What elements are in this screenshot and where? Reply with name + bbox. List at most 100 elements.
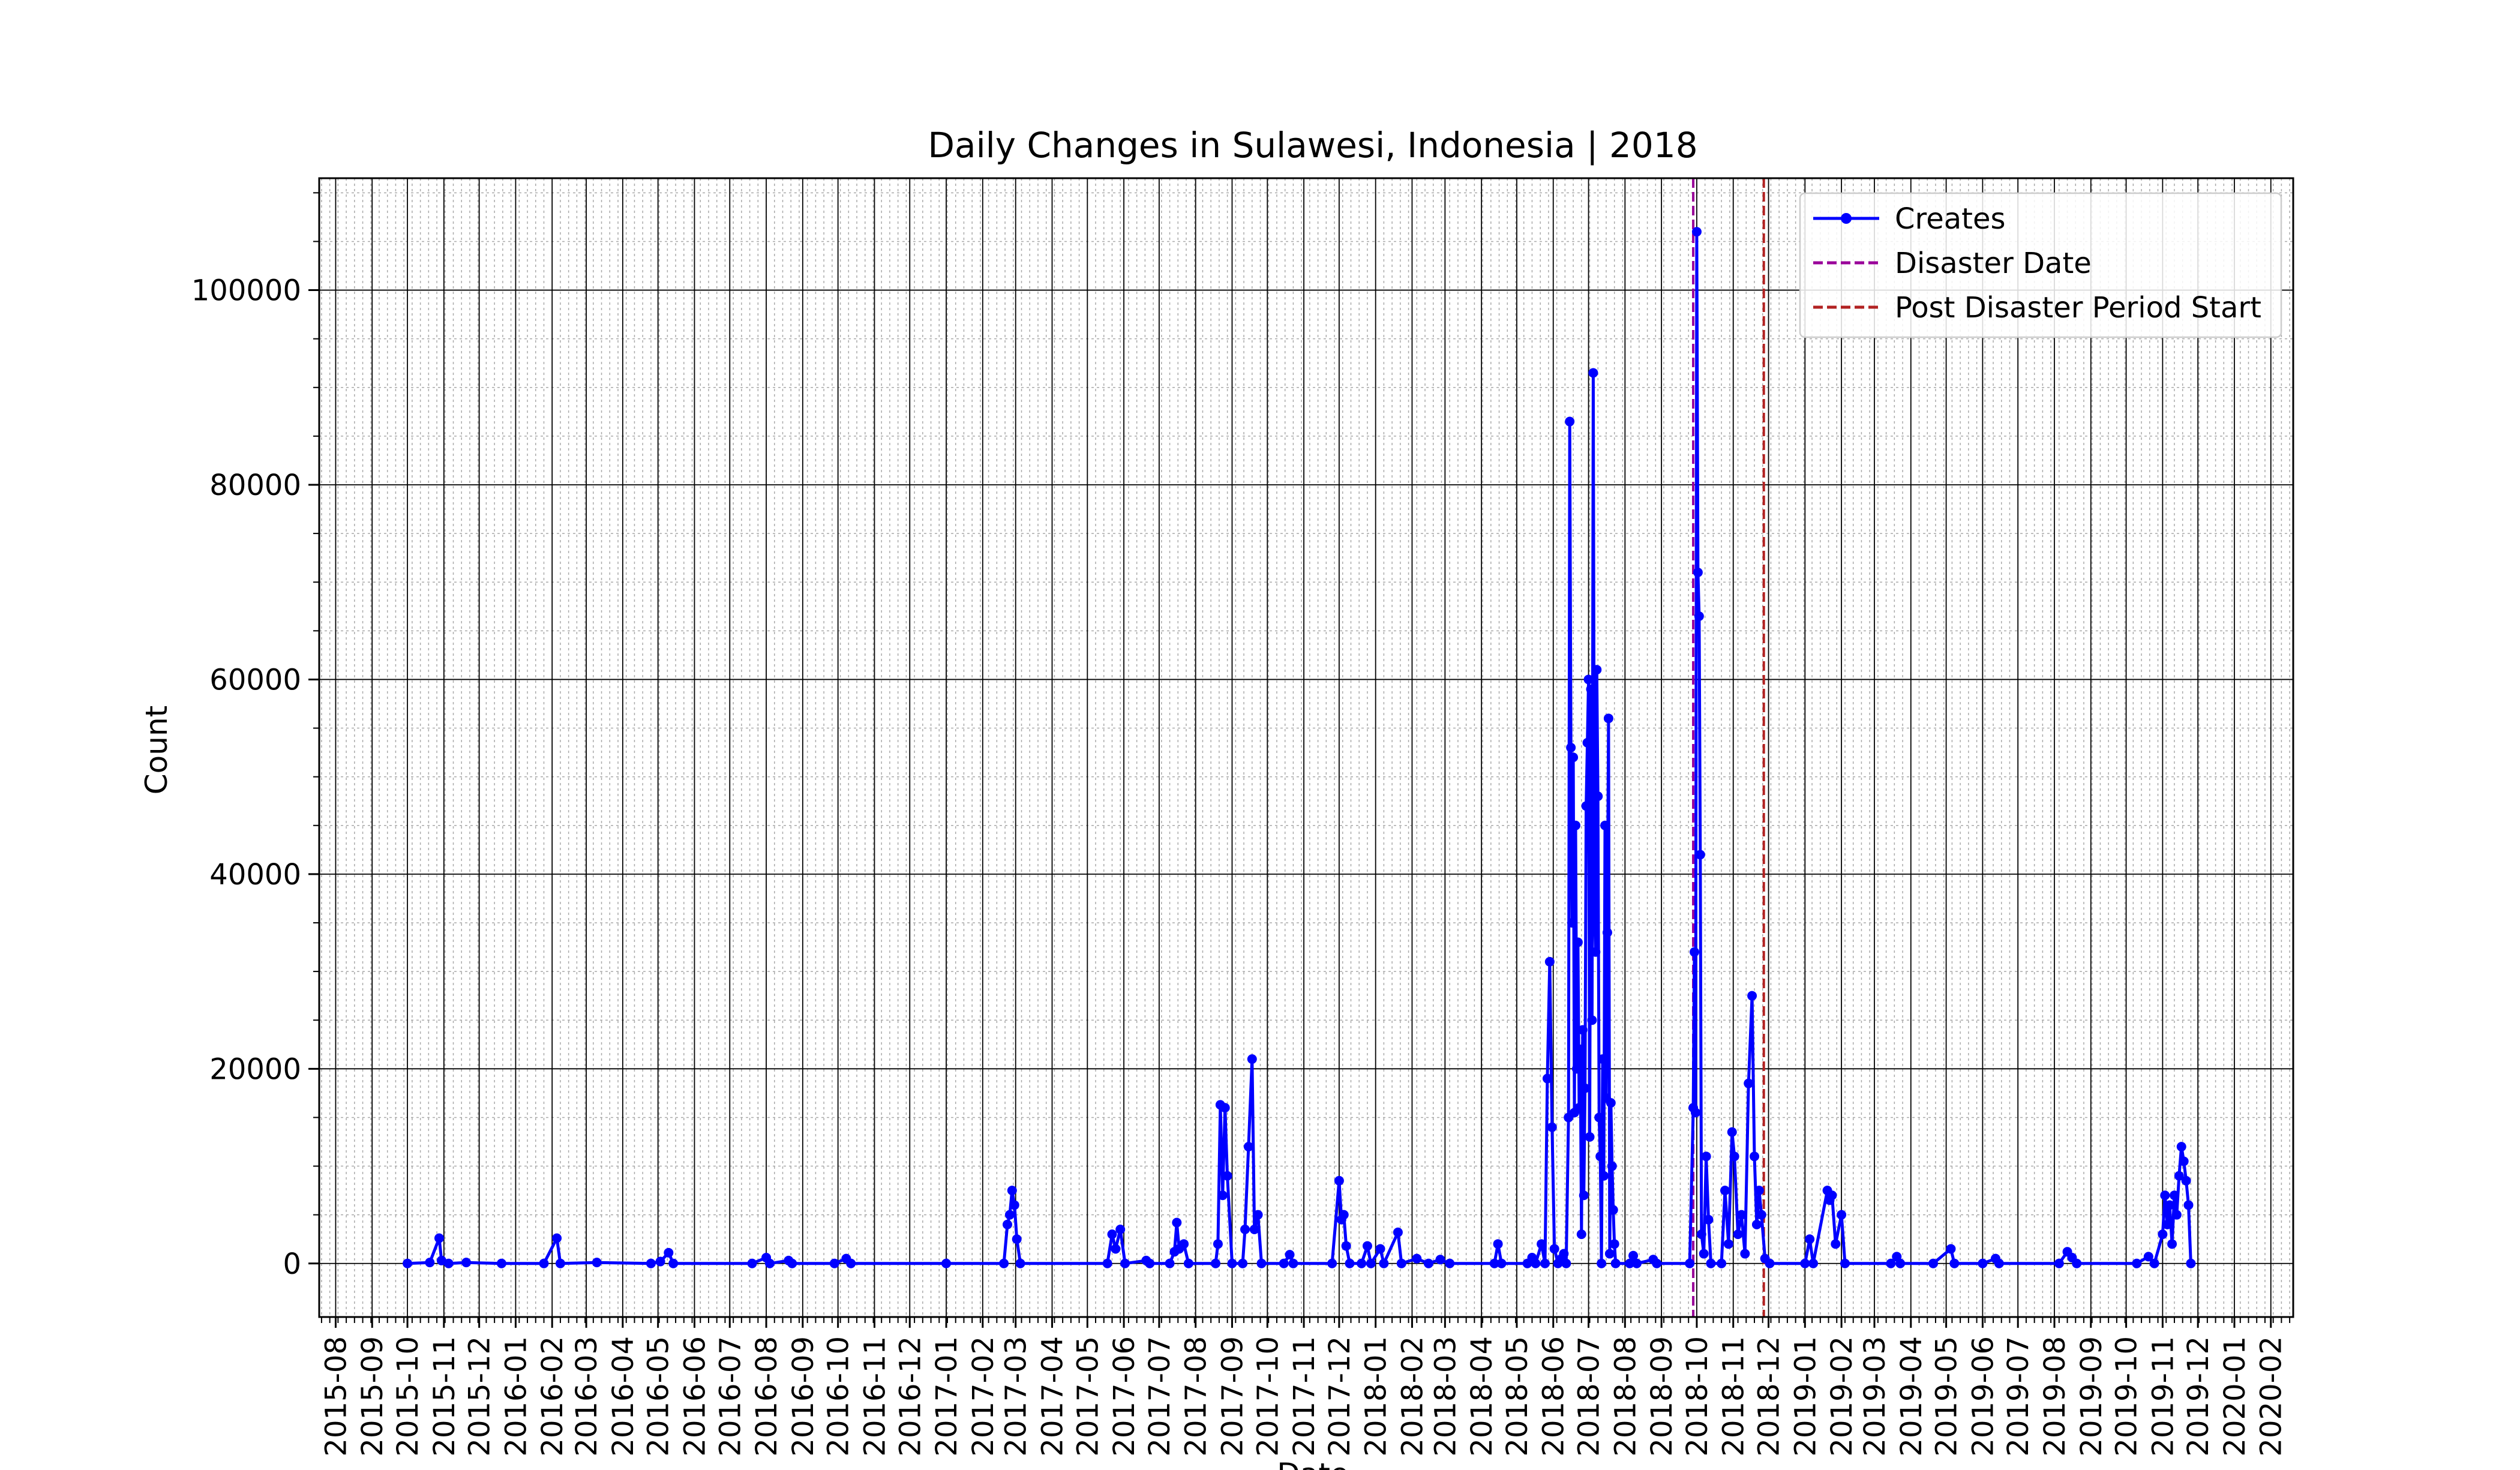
x-tick-label: 2016-02 — [536, 1336, 569, 1457]
data-point — [1625, 1258, 1635, 1268]
x-axis-label: Date — [1277, 1457, 1349, 1470]
legend-label: Post Disaster Period Start — [1895, 291, 2261, 325]
data-point — [1751, 1219, 1762, 1229]
data-point — [1610, 1258, 1621, 1268]
data-point — [1577, 1025, 1588, 1035]
data-point — [1599, 1171, 1609, 1181]
legend-marker — [1841, 213, 1852, 224]
data-point — [1600, 820, 1610, 830]
x-tick-label: 2019-10 — [2110, 1336, 2144, 1457]
data-point — [747, 1258, 757, 1268]
data-point — [1570, 820, 1580, 830]
x-tick-label: 2016-08 — [750, 1336, 784, 1457]
data-point — [1571, 1064, 1582, 1074]
data-point — [1582, 737, 1592, 748]
x-tick-label: 2018-08 — [1609, 1336, 1642, 1457]
major-gridlines — [319, 178, 2293, 1317]
legend-box — [1799, 192, 2282, 338]
data-point — [1754, 1186, 1764, 1196]
data-point — [1691, 227, 1702, 237]
data-point — [1591, 947, 1601, 957]
data-point — [1628, 1250, 1639, 1261]
x-tick-label: 2019-03 — [1858, 1336, 1892, 1457]
data-point — [1588, 368, 1598, 378]
data-point — [1542, 1073, 1552, 1084]
data-point — [2186, 1258, 2196, 1268]
data-point — [2072, 1258, 2082, 1268]
data-point — [1886, 1258, 1896, 1268]
data-point — [1213, 1239, 1223, 1249]
data-point — [2181, 1175, 2191, 1186]
data-point — [1580, 1083, 1590, 1093]
data-point — [1549, 1244, 1559, 1254]
x-tick-label: 2016-03 — [570, 1336, 604, 1457]
x-tick-label: 2016-12 — [893, 1336, 927, 1457]
data-point — [1547, 1122, 1557, 1132]
data-point — [1565, 416, 1575, 427]
data-point — [1240, 1225, 1250, 1234]
data-point — [1120, 1258, 1130, 1268]
legend-label: Disaster Date — [1895, 247, 2092, 280]
data-point — [1227, 1258, 1237, 1268]
data-point — [1595, 1151, 1606, 1162]
data-point — [1594, 1112, 1604, 1123]
data-point — [552, 1233, 562, 1243]
data-point — [1740, 1249, 1750, 1259]
data-point — [1285, 1250, 1295, 1260]
data-point — [1574, 1103, 1584, 1113]
x-tick-label: 2018-05 — [1501, 1336, 1534, 1457]
data-point — [2179, 1156, 2189, 1166]
data-point — [1345, 1258, 1355, 1268]
x-tick-label: 2018-07 — [1573, 1336, 1606, 1457]
data-point — [1608, 1205, 1618, 1215]
data-point — [1540, 1258, 1550, 1268]
legend: Creates Disaster Date Post Disaster Period… — [1799, 192, 2282, 338]
data-point — [1895, 1258, 1906, 1268]
y-tick-label: 0 — [283, 1247, 301, 1281]
data-point — [1597, 1258, 1607, 1268]
data-point — [999, 1258, 1009, 1268]
x-tick-label: 2015-09 — [356, 1336, 389, 1457]
y-tick-label: 100000 — [191, 274, 301, 308]
y-tick-label: 20000 — [209, 1052, 301, 1086]
data-point — [443, 1258, 454, 1268]
x-tick-label: 2018-09 — [1645, 1336, 1679, 1457]
x-tick-label: 2017-09 — [1216, 1336, 1249, 1457]
data-point — [1253, 1210, 1263, 1220]
data-point — [2132, 1258, 2142, 1268]
data-point — [1435, 1255, 1445, 1265]
data-point — [425, 1258, 435, 1268]
x-tick-label: 2018-02 — [1396, 1336, 1429, 1457]
data-point — [1733, 1229, 1743, 1240]
data-point — [1693, 568, 1703, 577]
data-point — [1165, 1258, 1175, 1268]
data-point — [1561, 1258, 1571, 1268]
data-point — [1609, 1239, 1619, 1249]
data-point — [2143, 1252, 2153, 1262]
data-point — [2167, 1239, 2177, 1249]
y-tick-label: 80000 — [209, 469, 301, 502]
data-point — [1690, 1108, 1700, 1118]
data-point — [1445, 1258, 1455, 1268]
data-point — [1183, 1258, 1193, 1268]
x-tick-label: 2017-05 — [1071, 1336, 1105, 1457]
data-point — [1396, 1258, 1406, 1268]
data-point — [1694, 611, 1704, 621]
data-point — [1699, 1249, 1709, 1259]
data-point — [1007, 1186, 1017, 1196]
data-point — [1690, 947, 1700, 957]
x-tick-label: 2017-08 — [1180, 1336, 1213, 1457]
data-point — [1593, 791, 1603, 802]
x-tick-label: 2017-11 — [1288, 1336, 1321, 1457]
x-tick-label: 2015-08 — [319, 1336, 353, 1457]
data-point — [2158, 1229, 2168, 1240]
data-point — [1015, 1258, 1025, 1268]
data-point — [1339, 1210, 1349, 1220]
data-point — [1978, 1258, 1988, 1268]
x-tick-label: 2019-07 — [2002, 1336, 2035, 1457]
data-point — [829, 1258, 839, 1268]
x-tick-label: 2018-12 — [1753, 1336, 1786, 1457]
data-point — [1587, 1015, 1597, 1025]
data-point — [1544, 956, 1555, 967]
data-point — [1009, 1200, 1019, 1210]
